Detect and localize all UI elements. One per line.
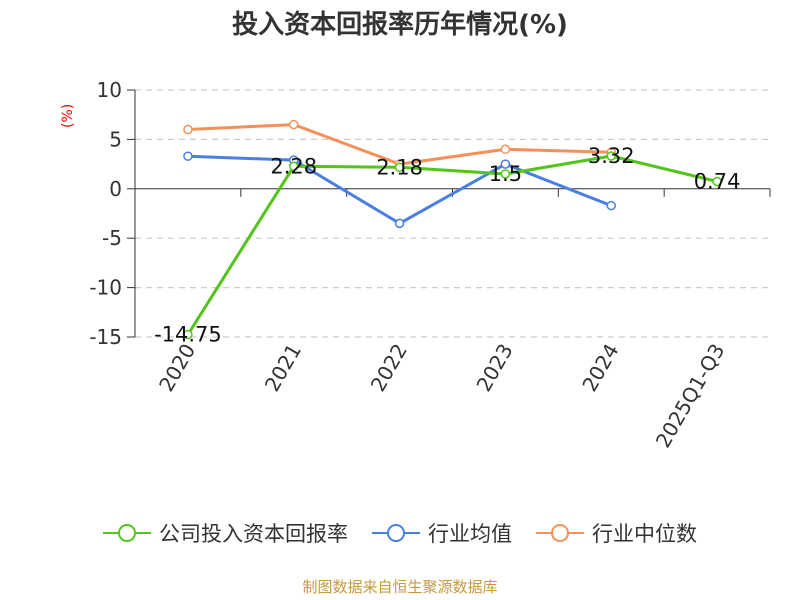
- data-point: [394, 162, 405, 173]
- legend-item-company-roic[interactable]: 公司投入资本回报率: [103, 518, 348, 548]
- legend-item-industry-median[interactable]: 行业中位数: [536, 518, 697, 548]
- legend-marker-icon: [372, 524, 420, 542]
- x-tick-label: 2020: [154, 340, 200, 396]
- chart-title: 投入资本回报率历年情况(%): [232, 10, 568, 40]
- y-tick-label: 10: [97, 78, 122, 102]
- y-tick-label: 5: [109, 127, 122, 151]
- data-point: [606, 151, 616, 161]
- y-tick-label: -5: [102, 226, 122, 250]
- legend-label: 行业均值: [428, 522, 512, 546]
- data-point: [289, 119, 299, 130]
- legend-label: 行业中位数: [592, 522, 697, 546]
- y-tick-label: -10: [89, 276, 122, 300]
- x-tick-label: 2025Q1-Q3: [651, 340, 730, 452]
- x-tick-label: 2022: [366, 340, 412, 396]
- data-point: [183, 151, 193, 161]
- data-point: [500, 144, 511, 155]
- legend-marker-icon: [536, 524, 584, 542]
- data-label: 2.28: [270, 154, 317, 178]
- data-point: [183, 329, 193, 340]
- data-point: [289, 161, 299, 172]
- x-tick-label: 2023: [472, 340, 518, 396]
- data-point: [606, 200, 616, 211]
- data-point: [500, 169, 511, 179]
- data-label: 2.18: [376, 155, 423, 179]
- line-chart: 10 5 0 -5 -10 -15 2020 2021 2022 2023 2024 2025Q1-Q…: [89, 78, 771, 452]
- series-line: [186, 154, 718, 336]
- data-point: [183, 124, 193, 135]
- legend-item-industry-mean[interactable]: 行业均值: [372, 518, 512, 548]
- x-tick-label: 2024: [577, 340, 623, 396]
- data-point: [500, 159, 511, 169]
- data-point: [394, 218, 405, 229]
- data-label: -14.75: [154, 323, 222, 347]
- data-label: 0.74: [694, 169, 741, 193]
- legend-marker-icon: [103, 524, 151, 542]
- y-tick-label: 0: [109, 177, 122, 201]
- legend-label: 公司投入资本回报率: [159, 522, 348, 546]
- legend: 公司投入资本回报率 行业均值 行业中位数: [0, 518, 800, 548]
- data-source-note: 制图数据来自恒生聚源数据库: [302, 578, 498, 596]
- x-tick-label: 2021: [260, 340, 306, 396]
- data-label: 3.32: [588, 144, 635, 168]
- data-point: [712, 176, 722, 187]
- data-label: 1.5: [489, 162, 522, 186]
- y-tick-label: -15: [89, 325, 122, 349]
